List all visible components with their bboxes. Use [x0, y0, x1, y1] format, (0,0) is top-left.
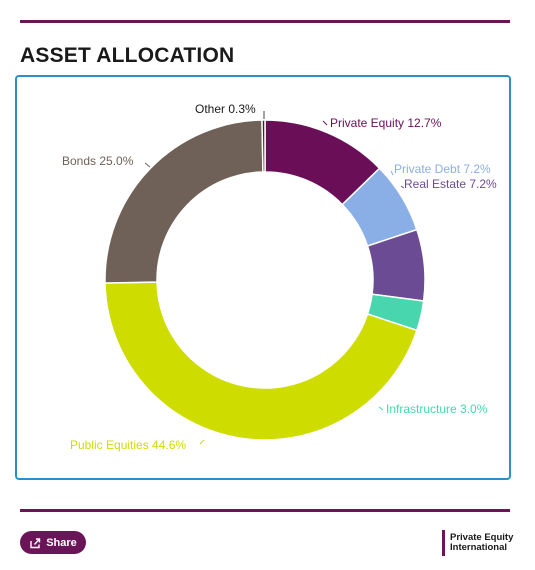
connector-public-equities-44-6	[199, 439, 205, 445]
connector-private-debt-7-2	[390, 170, 394, 176]
label-private-equity-12-7: Private Equity 12.7%	[330, 116, 442, 130]
connector-real-estate-7-2	[400, 185, 405, 189]
label-real-estate-7-2: Real Estate 7.2%	[404, 177, 497, 191]
connector-infrastructure-3-0	[378, 406, 384, 411]
brand-line-2: International	[450, 542, 508, 553]
connector-bonds-25-0	[144, 162, 151, 168]
label-infrastructure-3-0: Infrastructure 3.0%	[386, 402, 488, 416]
slice-other-0-3[interactable]	[261, 119, 266, 173]
share-button[interactable]: Share	[20, 531, 86, 554]
chart-frame	[15, 75, 511, 480]
connector-private-equity-12-7	[322, 120, 328, 126]
label-private-debt-7-2: Private Debt 7.2%	[394, 162, 491, 176]
slice-bonds-25-0[interactable]	[104, 119, 264, 284]
bottom-rule	[20, 509, 510, 512]
chart-title: ASSET ALLOCATION	[20, 44, 235, 67]
slice-public-equities-44-6[interactable]	[104, 281, 418, 441]
share-label: Share	[46, 536, 77, 549]
brand-line-1: Private Equity	[450, 532, 514, 543]
top-rule	[20, 20, 510, 23]
share-icon	[30, 537, 41, 548]
donut-chart: Private Equity 12.7% Private Debt 7.2%Rea…	[62, 102, 497, 452]
label-public-equities-44-6: Public Equities 44.6%	[70, 438, 186, 452]
label-other-0-3: Other 0.3%	[195, 102, 256, 116]
brand-logo: Private Equity International	[442, 530, 513, 556]
label-bonds-25-0: Bonds 25.0%	[62, 154, 134, 168]
